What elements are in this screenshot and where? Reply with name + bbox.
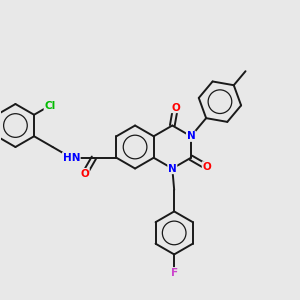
Text: HN: HN [62,153,80,163]
Text: O: O [80,169,89,178]
Text: N: N [168,164,177,173]
Text: N: N [187,131,195,141]
Text: O: O [202,162,211,172]
Text: O: O [171,103,180,112]
Text: Cl: Cl [44,100,56,111]
Text: F: F [171,268,178,278]
